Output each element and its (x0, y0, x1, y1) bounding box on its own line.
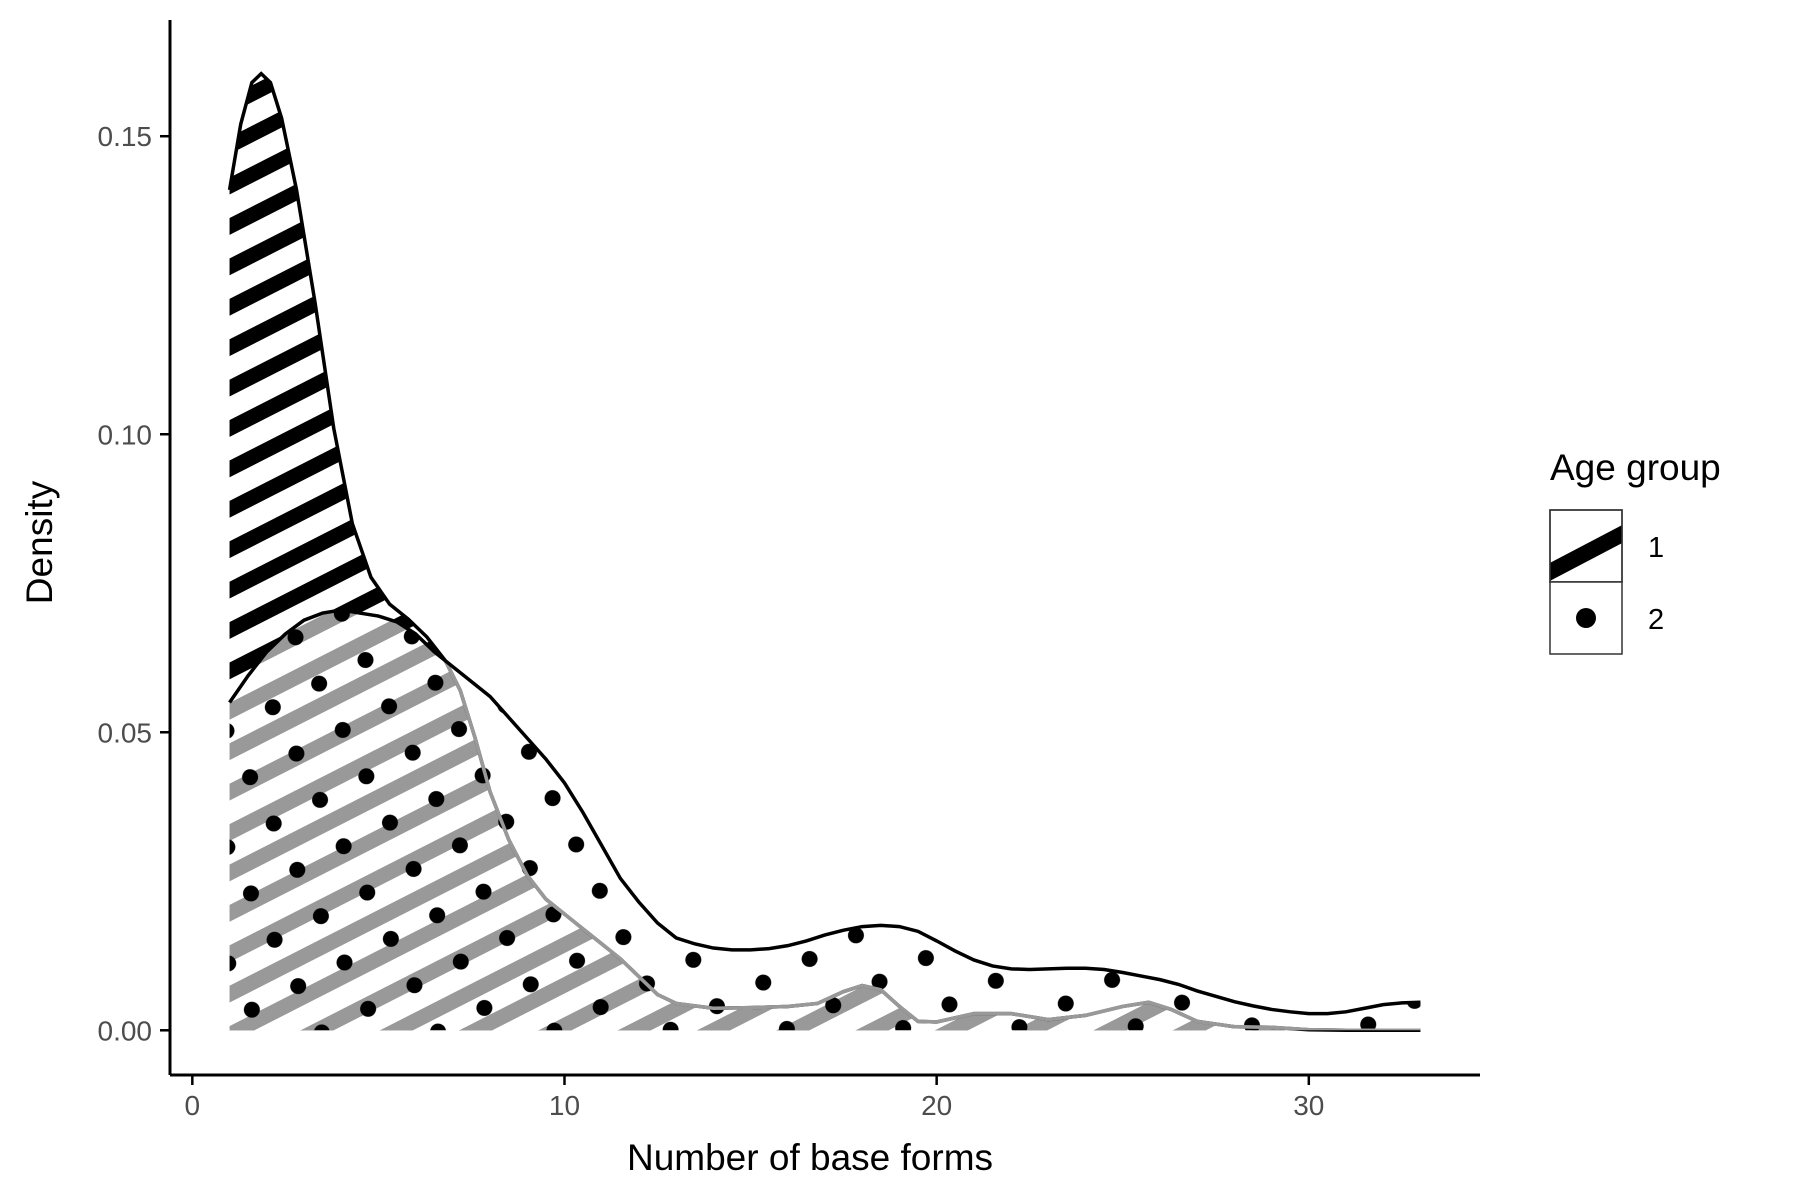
series-1-line (227, 71, 1421, 1033)
x-tick-label: 10 (549, 1090, 580, 1121)
plot-area (227, 71, 1421, 1033)
y-tick-label: 0.10 (98, 419, 153, 450)
y-tick-label: 0.00 (98, 1015, 153, 1046)
x-tick-label: 20 (921, 1090, 952, 1121)
y-axis-title: Density (19, 480, 60, 604)
legend-key-circle (1549, 581, 1623, 655)
y-axis-ticks: 0.00 0.05 0.10 0.15 (98, 121, 170, 1046)
legend-item-2: 2 (1549, 581, 1664, 655)
x-axis-title: Number of base forms (627, 1137, 993, 1178)
legend-item-1: 1 (1549, 509, 1664, 583)
axes: 0 10 20 30 0.00 0.05 0.10 0.15 (98, 20, 1480, 1121)
legend-title: Age group (1550, 447, 1721, 488)
legend-label: 1 (1648, 532, 1664, 564)
series-1-area (229, 73, 1421, 1031)
legend-label: 2 (1648, 604, 1664, 636)
series-2-line (228, 608, 1421, 1016)
legend: Age group 1 2 (1549, 447, 1721, 655)
y-tick-label: 0.15 (98, 121, 153, 152)
y-tick-label: 0.05 (98, 717, 153, 748)
x-axis-ticks: 0 10 20 30 (185, 1075, 1324, 1121)
x-tick-label: 30 (1293, 1090, 1324, 1121)
x-tick-label: 0 (185, 1090, 201, 1121)
